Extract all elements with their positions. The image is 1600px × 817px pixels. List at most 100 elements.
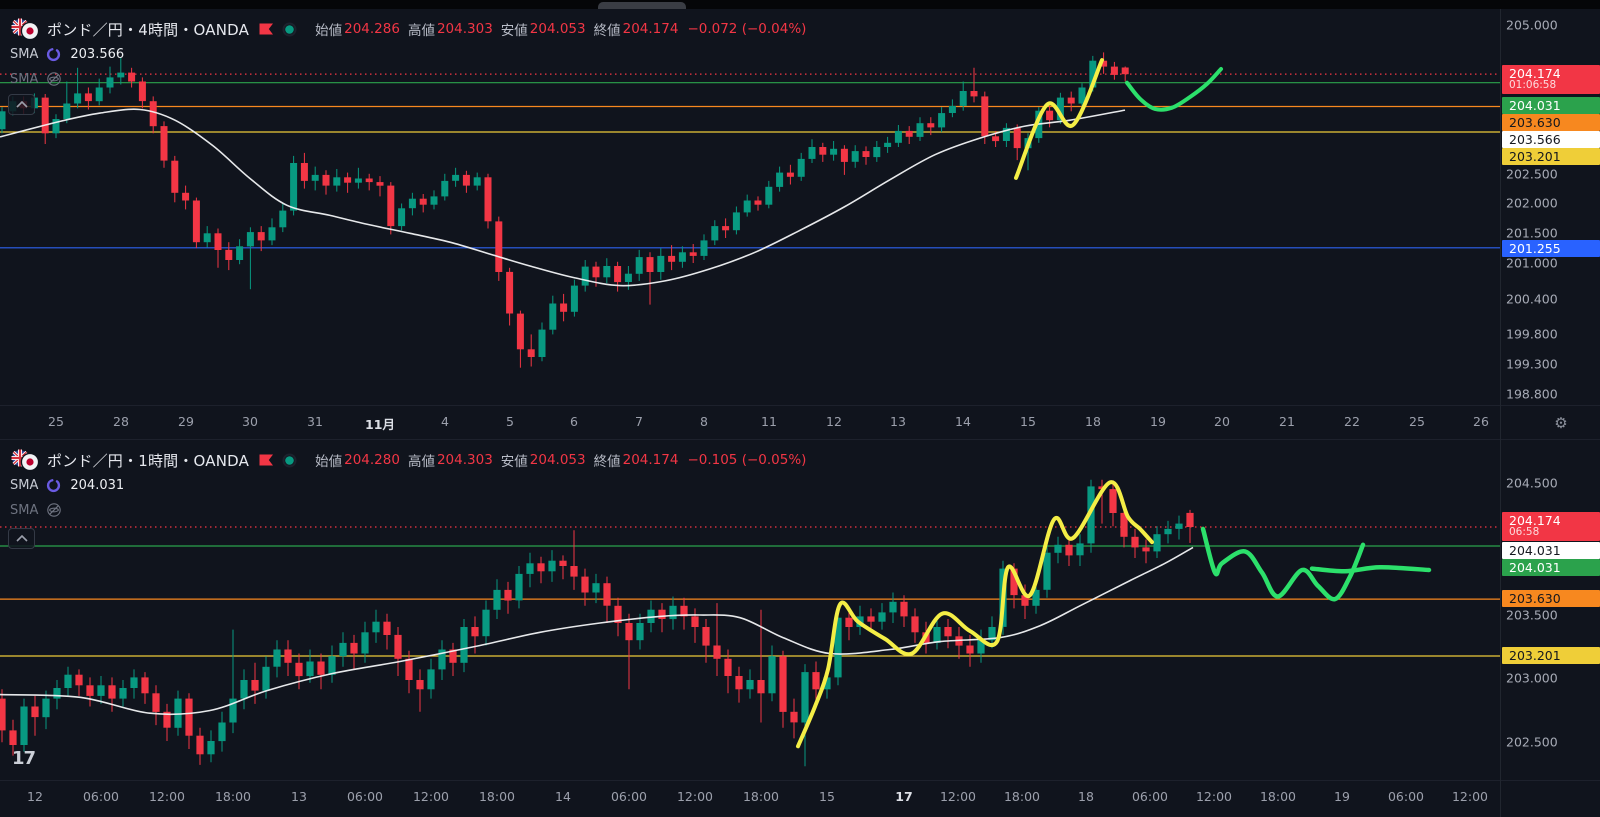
market-status-dot-icon[interactable] bbox=[282, 453, 297, 468]
price-axis-label: 203.000 bbox=[1506, 670, 1558, 686]
change-value: −0.072 (−0.04%) bbox=[687, 21, 807, 37]
time-axis-label: 06:00 bbox=[1131, 789, 1169, 804]
time-axis-label: 12:00 bbox=[148, 789, 186, 804]
eye-slash-icon[interactable] bbox=[46, 503, 62, 517]
time-axis-label: 5 bbox=[506, 414, 514, 429]
price-badge: 204.031 bbox=[1502, 542, 1600, 559]
indicator-row-sma-hidden[interactable]: SMA bbox=[10, 498, 806, 522]
time-axis-label: 14 bbox=[955, 414, 971, 429]
time-axis-label: 12:00 bbox=[412, 789, 450, 804]
time-axis-label: 19 bbox=[1150, 414, 1166, 429]
time-axis-label: 13 bbox=[890, 414, 906, 429]
close-value: 204.174 bbox=[622, 452, 679, 468]
symbol-row-1h[interactable]: ポンド／円・1時間・OANDA 始値 204.280 高値 204.303 安値 20… bbox=[10, 448, 806, 472]
price-badge: 203.566 bbox=[1502, 131, 1600, 148]
time-axis-label: 20 bbox=[1214, 414, 1230, 429]
time-axis-label: 25 bbox=[48, 414, 64, 429]
time-axis-label: 18 bbox=[1078, 789, 1094, 804]
price-axis-label: 201.000 bbox=[1506, 255, 1558, 271]
time-axis-label: 7 bbox=[635, 414, 643, 429]
time-axis-label: 8 bbox=[700, 414, 708, 429]
sma-hidden-label: SMA bbox=[10, 502, 39, 518]
time-axis-label: 31 bbox=[307, 414, 323, 429]
indicator-row-sma-hidden[interactable]: SMA bbox=[10, 67, 806, 91]
time-axis-label: 12:00 bbox=[1451, 789, 1489, 804]
price-badge: 204.174 01:06:58 bbox=[1502, 65, 1600, 94]
price-badge: 203.630 bbox=[1502, 114, 1600, 131]
time-axis-label: 06:00 bbox=[82, 789, 120, 804]
price-axis-label: 202.000 bbox=[1506, 195, 1558, 211]
indicator-row-sma[interactable]: SMA 204.031 bbox=[10, 473, 806, 497]
sma-label: SMA bbox=[10, 46, 39, 62]
price-badge: 204.031 bbox=[1502, 559, 1600, 576]
time-axis-label: 12:00 bbox=[939, 789, 977, 804]
time-axis-label: 14 bbox=[555, 789, 571, 804]
tradingview-logo[interactable]: 17 bbox=[12, 748, 36, 769]
price-axis-label: 203.500 bbox=[1506, 607, 1558, 623]
time-axis-label: 15 bbox=[819, 789, 835, 804]
axis-settings-gear-icon[interactable]: ⚙ bbox=[1550, 412, 1572, 434]
sma-value: 203.566 bbox=[70, 46, 125, 62]
time-axis-label: 18:00 bbox=[1003, 789, 1041, 804]
high-value: 204.303 bbox=[436, 21, 493, 37]
sma-loading-icon bbox=[46, 47, 61, 62]
time-axis-label: 06:00 bbox=[610, 789, 648, 804]
low-value: 204.053 bbox=[529, 452, 586, 468]
time-axis-1h[interactable]: 12 06:00 12:00 18:00 13 06:00 12:00 18:00 14 06:0… bbox=[0, 780, 1600, 817]
pair-flags-icon bbox=[10, 17, 40, 41]
open-value: 204.286 bbox=[344, 21, 400, 37]
pane-collapse-button[interactable] bbox=[8, 94, 35, 115]
time-axis-label: 11 bbox=[761, 414, 777, 429]
time-axis-label: 11月 bbox=[365, 417, 395, 432]
symbol-row-4h[interactable]: ポンド／円・4時間・OANDA 始値 204.286 高値 204.303 安値 20… bbox=[10, 17, 806, 41]
time-axis-label: 6 bbox=[570, 414, 578, 429]
flag-icon[interactable] bbox=[258, 453, 274, 467]
indicator-row-sma[interactable]: SMA 203.566 bbox=[10, 42, 806, 66]
candlestick-plot-4h[interactable] bbox=[0, 9, 1500, 405]
price-scale-column[interactable]: 205.000 202.500 202.000 201.500 201.000 200.4… bbox=[1500, 9, 1600, 817]
market-status-dot-icon[interactable] bbox=[282, 22, 297, 37]
time-axis-4h[interactable]: ⚙ 25 28 29 30 31 11月 4 5 6 7 8 11 12 13 14 15 18 19 20 21 22… bbox=[0, 405, 1600, 438]
pane-collapse-button[interactable] bbox=[8, 528, 35, 549]
price-badge: 201.255 bbox=[1502, 240, 1600, 257]
window-top-strip bbox=[0, 0, 1600, 9]
sma-hidden-label: SMA bbox=[10, 71, 39, 87]
price-axis-label: 200.400 bbox=[1506, 291, 1558, 307]
close-value: 204.174 bbox=[622, 21, 679, 37]
ohlc-readout-4h: 始値 204.286 高値 204.303 安値 204.053 終値 204.174 … bbox=[307, 19, 806, 39]
open-label: 始値 bbox=[315, 23, 343, 39]
legend-4h: ポンド／円・4時間・OANDA 始値 204.286 高値 204.303 安値 20… bbox=[10, 17, 806, 92]
time-axis-label: 26 bbox=[1473, 414, 1489, 429]
time-axis-label: 18:00 bbox=[1259, 789, 1297, 804]
candlestick-plot-1h[interactable] bbox=[0, 440, 1500, 781]
price-badge: 203.630 bbox=[1502, 590, 1600, 607]
time-axis-label: 06:00 bbox=[346, 789, 384, 804]
change-value: −0.105 (−0.05%) bbox=[687, 452, 807, 468]
chart-pane-4h: ポンド／円・4時間・OANDA 始値 204.286 高値 204.303 安値 20… bbox=[0, 9, 1600, 405]
time-axis-label: 4 bbox=[441, 414, 449, 429]
time-axis-label: 12 bbox=[826, 414, 842, 429]
price-axis-label: 202.500 bbox=[1506, 734, 1558, 750]
price-badge: 203.201 bbox=[1502, 647, 1600, 664]
ohlc-readout-1h: 始値 204.280 高値 204.303 安値 204.053 終値 204.174 … bbox=[307, 450, 806, 470]
symbol-title[interactable]: ポンド／円・4時間・OANDA bbox=[47, 20, 250, 39]
close-label: 終値 bbox=[593, 23, 621, 39]
high-value: 204.303 bbox=[436, 452, 493, 468]
time-axis-label: 15 bbox=[1020, 414, 1036, 429]
window-tab bbox=[598, 2, 686, 9]
price-badge: 204.174 06:58 bbox=[1502, 512, 1600, 541]
price-axis-label: 202.500 bbox=[1506, 166, 1558, 182]
eye-slash-icon[interactable] bbox=[46, 72, 62, 86]
close-label: 終値 bbox=[593, 454, 621, 470]
time-axis-label: 06:00 bbox=[1387, 789, 1425, 804]
flag-icon[interactable] bbox=[258, 22, 274, 36]
time-axis-label: 30 bbox=[242, 414, 258, 429]
time-axis-label: 13 bbox=[291, 789, 307, 804]
time-axis-label: 18:00 bbox=[742, 789, 780, 804]
price-badge: 203.201 bbox=[1502, 148, 1600, 165]
time-axis-label: 19 bbox=[1334, 789, 1350, 804]
price-axis-label: 199.300 bbox=[1506, 356, 1558, 372]
sma-loading-icon bbox=[46, 478, 61, 493]
symbol-title[interactable]: ポンド／円・1時間・OANDA bbox=[47, 451, 250, 470]
